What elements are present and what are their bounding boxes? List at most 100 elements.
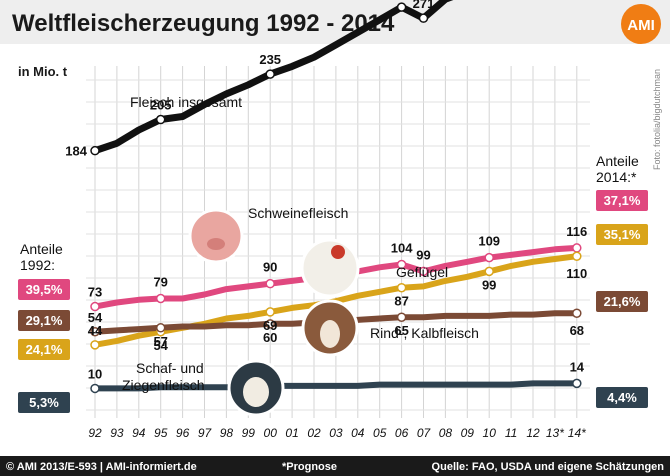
share-box-poultry xyxy=(18,339,70,360)
x-tick-label: 03 xyxy=(329,426,343,440)
label-pork: Schweinefleisch xyxy=(248,205,348,221)
share-value-pork: 39,5% xyxy=(26,282,63,297)
data-point-beef xyxy=(572,308,582,318)
x-tick-label: 09 xyxy=(461,426,475,440)
x-tick-label: 00 xyxy=(264,426,278,440)
value-label-pork: 104 xyxy=(391,241,413,256)
share-box-sheep xyxy=(18,392,70,413)
data-point-pork xyxy=(396,259,407,270)
data-point-total xyxy=(90,145,100,156)
value-label-poultry: 110 xyxy=(566,266,587,281)
x-tick-label: 95 xyxy=(154,426,168,440)
value-label-pork: 116 xyxy=(566,224,587,239)
data-point-pork xyxy=(418,266,429,277)
value-label-sheep: 14 xyxy=(570,359,585,374)
x-tick-label: 05 xyxy=(373,426,387,440)
value-label-beef: 54 xyxy=(88,310,103,325)
chicken-comb-icon xyxy=(331,245,345,259)
share-box-poultry xyxy=(596,224,648,245)
footer-source: Quelle: FAO, USDA und eigene Schätzungen xyxy=(432,461,665,473)
chicken-circle xyxy=(300,238,360,298)
logo-badge: AMI xyxy=(621,4,661,44)
sheep-photo xyxy=(227,359,285,417)
x-tick-label: 01 xyxy=(285,426,298,440)
x-tick-label: 99 xyxy=(242,426,256,440)
footer-copyright: © AMI 2013/E-593 | AMI-informiert.de xyxy=(6,461,197,473)
x-tick-label: 12 xyxy=(526,426,540,440)
pig-photo xyxy=(188,208,244,264)
value-label-poultry: 69 xyxy=(263,318,277,333)
value-label-beef: 57 xyxy=(153,334,167,349)
value-label-total: 235 xyxy=(259,52,281,67)
logo-circle xyxy=(621,4,661,44)
value-label-beef: 65 xyxy=(394,323,408,338)
x-tick-label: 94 xyxy=(132,426,146,440)
share-value-poultry: 35,1% xyxy=(604,227,641,242)
share-value-pork: 37,1% xyxy=(604,193,641,208)
pig-circle xyxy=(188,208,244,264)
cow-photo xyxy=(301,299,359,357)
x-tick-label: 07 xyxy=(417,426,432,440)
unit-label: in Mio. t xyxy=(18,64,68,79)
data-point-poultry xyxy=(572,251,582,261)
series-line-sheep xyxy=(92,380,580,392)
x-tick-label: 11 xyxy=(505,426,517,440)
share-value-sheep: 4,4% xyxy=(607,390,637,405)
x-axis-ticks: 92 93 94 95 96 97 98 99 00 01 02 03 04 05 06 07 08 09 10 11… xyxy=(88,426,586,440)
value-label-pork: 90 xyxy=(263,260,277,275)
data-point-beef xyxy=(90,327,100,337)
share-box-pork xyxy=(596,190,648,211)
share-value-poultry: 24,1% xyxy=(26,342,63,357)
footer-forecast-note: *Prognose xyxy=(282,461,337,473)
value-label-total: 184 xyxy=(65,144,87,159)
pig-snout-icon xyxy=(207,238,225,250)
data-point-beef xyxy=(155,323,166,333)
x-tick-label: 96 xyxy=(176,426,190,440)
footer-bar xyxy=(0,456,670,476)
data-point-total xyxy=(265,69,275,79)
share-value-sheep: 5,3% xyxy=(29,395,59,410)
data-point-total xyxy=(418,13,429,23)
x-tick-label: 92 xyxy=(88,426,102,440)
sheep-face-icon xyxy=(243,377,269,407)
data-point-sheep xyxy=(90,383,100,394)
data-point-pork xyxy=(265,278,275,289)
label-sheep-1: Schaf- und xyxy=(136,360,204,376)
data-point-poultry xyxy=(484,266,494,277)
x-tick-label: 04 xyxy=(351,426,365,440)
x-tick-label: 98 xyxy=(220,426,234,440)
value-label-beef: 68 xyxy=(570,323,584,338)
x-tick-label: 93 xyxy=(110,426,124,440)
x-tick-label: 06 xyxy=(395,426,409,440)
data-point-pork xyxy=(572,243,582,253)
chart-title: Weltfleischerzeugung 1992 - 2014 xyxy=(12,10,395,37)
value-label-poultry: 87 xyxy=(394,294,408,309)
label-total: Fleisch insgesamt xyxy=(130,94,242,110)
value-label-total: 205 xyxy=(150,98,172,113)
share-box-beef xyxy=(596,291,648,312)
data-point-beef xyxy=(396,312,407,322)
data-point-pork xyxy=(484,252,494,263)
data-point-poultry xyxy=(396,282,407,293)
shares-2014-label-line2: 2014:* xyxy=(596,169,637,185)
series-points xyxy=(90,2,582,394)
value-label-pork: 73 xyxy=(88,285,102,300)
share-box-sheep xyxy=(596,387,648,408)
share-value-beef: 29,1% xyxy=(26,313,63,328)
shares-2014-label-line1: Anteile xyxy=(596,153,639,169)
cow-face-icon xyxy=(320,320,340,348)
value-label-poultry: 44 xyxy=(88,323,103,338)
data-point-poultry xyxy=(265,307,275,317)
data-point-poultry xyxy=(90,340,100,350)
share-boxes: 39,5% 29,1% 24,1% 5,3% 37,1% 35,1% 21,6% 4,4% xyxy=(18,190,648,413)
label-sheep-2: Ziegenfleisch xyxy=(122,377,205,393)
header-bar xyxy=(0,0,670,44)
data-point-sheep xyxy=(572,378,582,389)
shares-1992-label-line2: 1992: xyxy=(20,257,55,273)
logo-text: AMI xyxy=(627,17,655,34)
series-line-total xyxy=(91,0,454,155)
label-beef: Rind-, Kalbfleisch xyxy=(370,325,479,341)
x-tick-label: 13* xyxy=(546,426,564,440)
